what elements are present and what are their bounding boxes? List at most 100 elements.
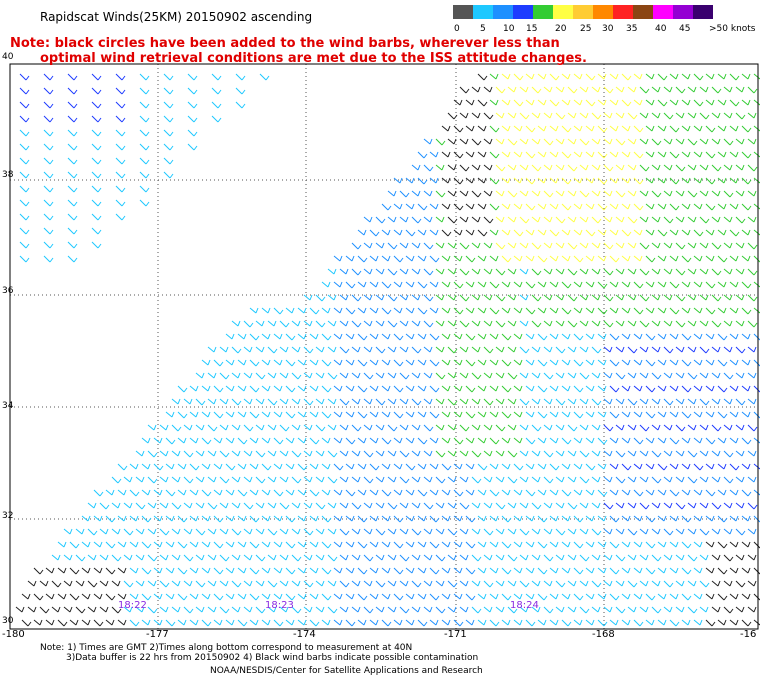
wind-barb: [663, 268, 673, 275]
wind-barb: [387, 398, 397, 405]
wind-barb: [555, 242, 565, 249]
wind-barb: [645, 385, 656, 393]
wind-barb: [117, 593, 127, 600]
wind-barb: [753, 619, 760, 626]
wind-barb: [471, 580, 481, 587]
wind-barb: [369, 567, 379, 574]
wind-barb: [753, 151, 760, 158]
wind-barb: [537, 125, 547, 132]
wind-barb: [717, 307, 727, 314]
wind-barb: [597, 99, 607, 106]
wind-barb: [735, 164, 745, 171]
wind-barb: [657, 73, 668, 81]
wind-barb: [681, 515, 692, 523]
wind-barb: [297, 567, 307, 574]
wind-barb: [243, 554, 253, 561]
wind-barb: [225, 619, 235, 626]
wind-barb: [627, 372, 637, 379]
wind-barb: [735, 554, 745, 561]
wind-barb: [297, 359, 307, 366]
wind-barb: [441, 203, 451, 210]
wind-barb: [417, 281, 428, 289]
wind-barb: [687, 164, 697, 171]
wind-barb: [81, 541, 91, 548]
wind-barb: [705, 619, 716, 627]
wind-barb: [429, 385, 440, 393]
wind-barb: [207, 528, 217, 535]
wind-barb: [705, 203, 716, 211]
wind-barb: [525, 489, 536, 497]
wind-barb: [477, 359, 487, 366]
wind-barb: [747, 242, 758, 250]
wind-barb: [93, 619, 104, 627]
wind-barb: [333, 411, 343, 418]
wind-barb: [279, 424, 290, 432]
wind-barb: [519, 164, 529, 171]
wind-barb: [537, 359, 548, 367]
wind-barb: [585, 255, 595, 262]
wind-barb: [303, 580, 314, 588]
wind-barb: [411, 580, 422, 588]
wind-barb: [267, 450, 277, 457]
wind-barb: [615, 502, 625, 509]
wind-barb: [489, 385, 499, 392]
wind-barb: [465, 255, 476, 263]
wind-barb: [339, 398, 350, 406]
wind-barb: [729, 203, 739, 210]
wind-barb: [729, 255, 739, 262]
wind-barb: [729, 541, 739, 548]
wind-barb: [315, 320, 326, 328]
wind-barb: [615, 606, 626, 614]
wind-barb: [729, 567, 739, 574]
wind-barb: [645, 411, 656, 419]
wind-barb: [177, 541, 188, 549]
wind-barb: [399, 476, 410, 484]
wind-barb: [459, 138, 469, 145]
wind-barb: [405, 255, 415, 262]
wind-barb: [339, 554, 349, 561]
wind-barb: [363, 268, 373, 275]
wind-barb: [159, 476, 169, 483]
wind-barb: [597, 593, 607, 600]
wind-barb: [663, 242, 673, 249]
wind-barb: [441, 177, 451, 184]
wind-barb: [645, 281, 655, 288]
wind-barb: [357, 307, 367, 314]
wind-barb: [537, 489, 547, 496]
wind-barb: [603, 294, 614, 302]
wind-barb: [507, 216, 517, 223]
wind-barb: [693, 99, 704, 107]
wind-barb: [639, 86, 650, 94]
wind-barb: [537, 619, 547, 626]
wind-barb: [585, 333, 595, 340]
wind-barb: [483, 398, 494, 406]
wind-barb: [627, 606, 637, 613]
wind-barb: [303, 502, 313, 509]
wind-barb: [519, 398, 530, 406]
wind-barb: [429, 463, 439, 470]
wind-barb: [345, 567, 355, 574]
wind-barb: [717, 229, 727, 236]
wind-barb: [187, 129, 198, 137]
wind-barb: [285, 515, 296, 523]
wind-barb: [249, 619, 259, 626]
wind-barb: [717, 333, 728, 341]
wind-barb: [219, 554, 230, 562]
wind-barb: [549, 567, 559, 574]
wind-barb: [123, 580, 134, 588]
wind-barb: [561, 515, 571, 522]
wind-barb: [261, 333, 271, 340]
wind-barb: [363, 294, 373, 301]
wind-barb: [579, 190, 590, 198]
wind-barb: [711, 476, 721, 483]
wind-barb: [387, 372, 397, 379]
wind-barb: [369, 463, 380, 471]
wind-barb: [57, 619, 68, 627]
wind-barb: [75, 554, 86, 562]
wind-barb: [141, 541, 152, 549]
wind-barb: [705, 359, 715, 366]
wind-barb: [453, 99, 463, 106]
wind-barb: [459, 580, 469, 587]
wind-barb: [115, 185, 126, 193]
wind-barb: [211, 87, 222, 95]
